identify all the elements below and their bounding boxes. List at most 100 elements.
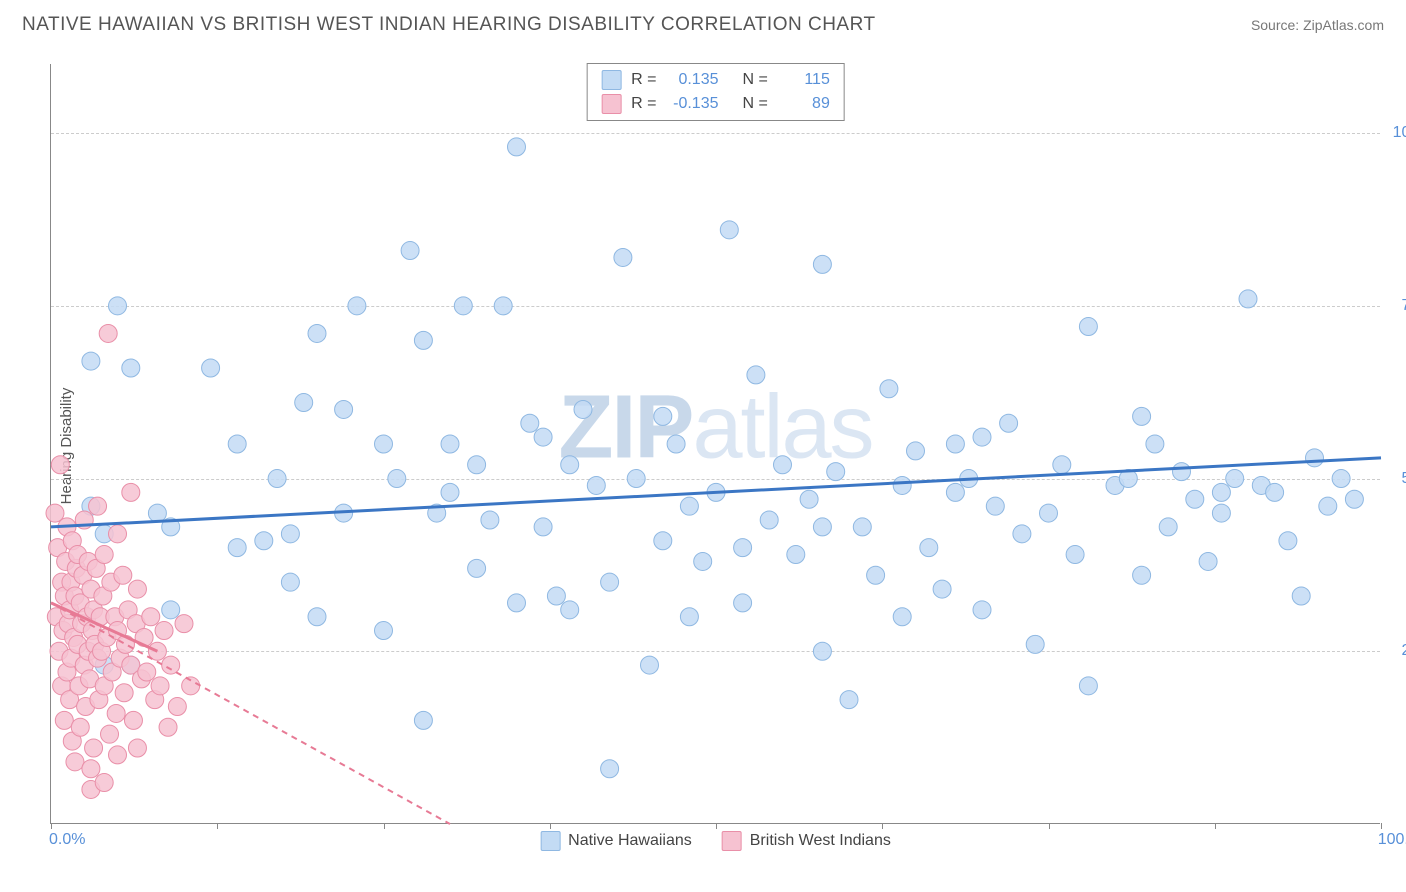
y-tick-label: 10.0%: [1393, 124, 1406, 142]
data-point: [51, 456, 69, 474]
legend-label: Native Hawaiians: [568, 832, 692, 850]
data-point: [441, 435, 459, 453]
data-point: [388, 470, 406, 488]
data-point: [168, 698, 186, 716]
n-label: N =: [743, 71, 768, 89]
data-point: [494, 297, 512, 315]
chart-plot-area: ZIPatlas 2.5%5.0%7.5%10.0% R =0.135N =11…: [50, 64, 1380, 824]
chart-title: NATIVE HAWAIIAN VS BRITISH WEST INDIAN H…: [22, 14, 876, 36]
data-point: [281, 573, 299, 591]
data-point: [162, 656, 180, 674]
source-credit: Source: ZipAtlas.com: [1251, 17, 1384, 33]
series-swatch: [601, 94, 621, 114]
data-point: [1319, 497, 1337, 515]
data-point: [228, 435, 246, 453]
data-point: [142, 608, 160, 626]
stats-row: R =-0.135N =89: [601, 92, 830, 116]
data-point: [202, 359, 220, 377]
data-point: [1306, 449, 1324, 467]
n-label: N =: [743, 95, 768, 113]
data-point: [973, 601, 991, 619]
data-point: [880, 380, 898, 398]
data-point: [641, 656, 659, 674]
data-point: [547, 587, 565, 605]
y-tick-label: 5.0%: [1402, 470, 1406, 488]
data-point: [1026, 635, 1044, 653]
data-point: [734, 539, 752, 557]
data-point: [747, 366, 765, 384]
data-point: [114, 566, 132, 584]
data-point: [561, 601, 579, 619]
data-point: [71, 718, 89, 736]
x-tick: [1215, 823, 1216, 829]
data-point: [308, 324, 326, 342]
data-point: [601, 573, 619, 591]
data-point: [680, 497, 698, 515]
x-tick: [716, 823, 717, 829]
data-point: [1146, 435, 1164, 453]
data-point: [1079, 318, 1097, 336]
data-point: [1212, 483, 1230, 501]
data-point: [115, 684, 133, 702]
data-point: [155, 622, 173, 640]
data-point: [308, 608, 326, 626]
data-point: [1332, 470, 1350, 488]
y-tick-label: 2.5%: [1402, 642, 1406, 660]
data-point: [800, 490, 818, 508]
data-point: [148, 504, 166, 522]
y-tick-label: 7.5%: [1402, 297, 1406, 315]
data-point: [694, 552, 712, 570]
data-point: [175, 615, 193, 633]
data-point: [414, 711, 432, 729]
scatter-plot-svg: [51, 64, 1380, 823]
data-point: [95, 774, 113, 792]
data-point: [268, 470, 286, 488]
data-point: [162, 601, 180, 619]
x-tick: [1381, 823, 1382, 829]
data-point: [281, 525, 299, 543]
data-point: [787, 546, 805, 564]
data-point: [907, 442, 925, 460]
data-point: [95, 546, 113, 564]
data-point: [441, 483, 459, 501]
data-point: [534, 518, 552, 536]
legend-item: Native Hawaiians: [540, 831, 692, 851]
data-point: [1053, 456, 1071, 474]
data-point: [468, 559, 486, 577]
legend-label: British West Indians: [750, 832, 891, 850]
data-point: [107, 704, 125, 722]
r-label: R =: [631, 71, 656, 89]
r-value: 0.135: [667, 71, 719, 89]
data-point: [986, 497, 1004, 515]
n-value: 89: [778, 95, 830, 113]
data-point: [109, 297, 127, 315]
data-point: [720, 221, 738, 239]
data-point: [521, 414, 539, 432]
data-point: [946, 435, 964, 453]
data-point: [151, 677, 169, 695]
data-point: [228, 539, 246, 557]
data-point: [627, 470, 645, 488]
x-tick: [550, 823, 551, 829]
data-point: [122, 483, 140, 501]
data-point: [574, 400, 592, 418]
data-point: [468, 456, 486, 474]
data-point: [1186, 490, 1204, 508]
data-point: [82, 760, 100, 778]
data-point: [159, 718, 177, 736]
data-point: [508, 594, 526, 612]
data-point: [587, 476, 605, 494]
x-tick: [384, 823, 385, 829]
r-label: R =: [631, 95, 656, 113]
data-point: [760, 511, 778, 529]
data-point: [375, 622, 393, 640]
data-point: [109, 525, 127, 543]
data-point: [348, 297, 366, 315]
data-point: [375, 435, 393, 453]
data-point: [481, 511, 499, 529]
data-point: [1079, 677, 1097, 695]
data-point: [66, 753, 84, 771]
data-point: [813, 518, 831, 536]
data-point: [1173, 463, 1191, 481]
data-point: [893, 608, 911, 626]
